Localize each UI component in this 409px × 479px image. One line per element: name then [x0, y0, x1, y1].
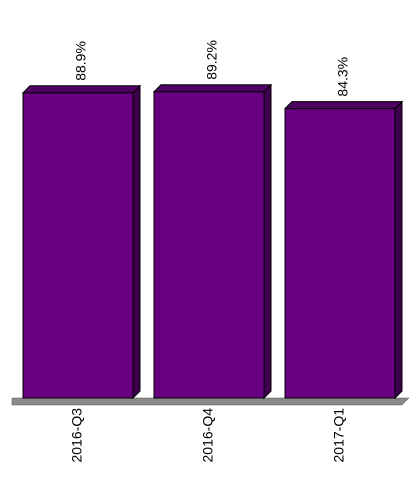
data-label: 88.9% — [73, 41, 89, 81]
bar-top — [21, 85, 142, 94]
bar-front — [284, 108, 396, 399]
bars-group — [21, 83, 404, 400]
chart-floor — [11, 397, 409, 406]
bar-2016-Q4 — [152, 83, 273, 400]
data-label: 84.3% — [335, 57, 351, 97]
bar-front — [153, 91, 265, 399]
data-label: 89.2% — [204, 40, 220, 80]
floor-plane — [11, 397, 409, 406]
data-labels-group: 88.9% 89.2% 84.3% — [73, 40, 351, 97]
bar-2017-Q1 — [283, 100, 404, 400]
bar-2016-Q3 — [21, 84, 142, 400]
x-tick-label: 2017-Q1 — [331, 408, 347, 463]
bar-top — [152, 84, 273, 93]
bar-top — [283, 101, 404, 110]
x-tick-label: 2016-Q4 — [200, 408, 216, 463]
bar-side — [263, 83, 272, 400]
x-tick-label: 2016-Q3 — [69, 408, 85, 463]
bar-front — [22, 92, 134, 399]
bar-side — [394, 100, 403, 400]
x-tick-labels-group: 2016-Q3 2016-Q4 2017-Q1 — [69, 408, 347, 463]
bar-side — [132, 84, 141, 400]
